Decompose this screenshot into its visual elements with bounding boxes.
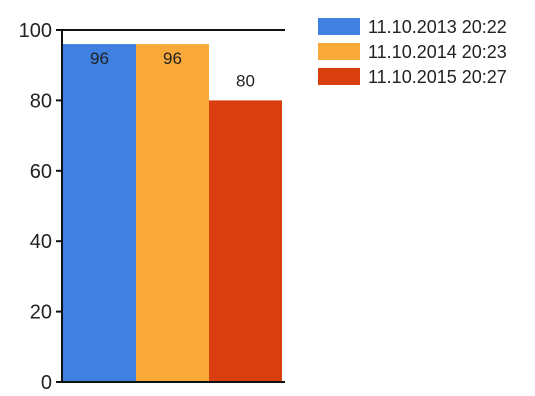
data-label-2: 96	[163, 49, 182, 68]
axes-group: 0 20 40 60 80 100	[19, 20, 285, 394]
y-tick-label-100: 100	[19, 20, 52, 42]
bar-1	[63, 44, 136, 382]
legend-label-3: 11.10.2015 20:27	[368, 67, 507, 87]
legend-swatch-3	[318, 68, 360, 85]
legend-swatch-2	[318, 43, 360, 60]
bar-2	[136, 44, 209, 382]
y-tick-label-40: 40	[30, 231, 52, 253]
y-tick-label-0: 0	[41, 372, 52, 391]
data-label-3: 80	[236, 71, 255, 90]
bars-group: 96 96 80	[63, 44, 282, 383]
legend-swatch-1	[318, 18, 360, 35]
y-tick-label-20: 20	[30, 302, 52, 324]
y-tick-label-60: 60	[30, 161, 52, 183]
data-label-1: 96	[90, 49, 109, 68]
legend: 11.10.2013 20:22 11.10.2014 20:23 11.10.20…	[318, 17, 507, 87]
y-tick-label-80: 80	[30, 90, 52, 112]
legend-label-1: 11.10.2013 20:22	[368, 17, 507, 37]
legend-label-2: 11.10.2014 20:23	[368, 42, 507, 62]
bar-3	[209, 100, 282, 383]
